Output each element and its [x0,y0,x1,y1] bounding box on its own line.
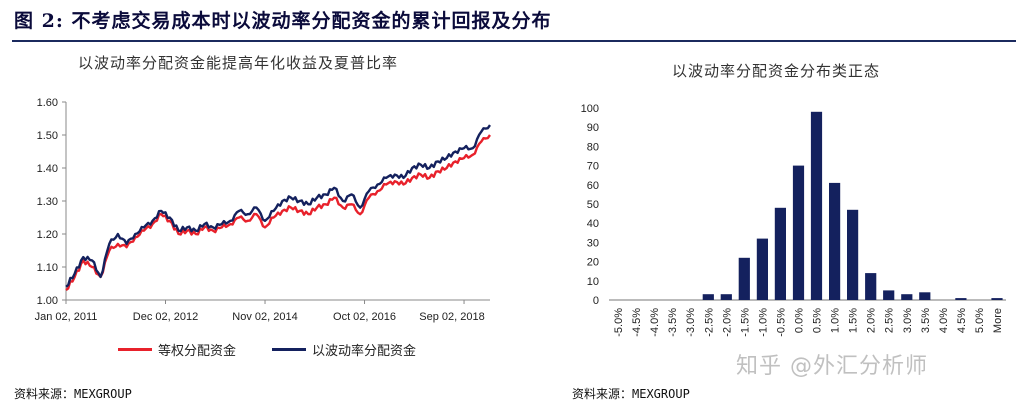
bar-More [991,298,1003,300]
bar--0.5% [774,207,786,300]
series-line-vol [65,124,491,288]
bar--2.5% [702,294,714,300]
x-tick-label: 1.0% [830,308,842,333]
left-source-note: 资料来源：MEXGROUP [14,387,132,401]
y-tick-label: 1.00 [37,295,58,307]
x-tick-label: -3.0% [685,308,697,337]
x-tick-label: Nov 02, 2014 [232,311,297,323]
x-tick-label: -3.5% [667,308,679,337]
bar-1.0% [829,182,841,300]
bar--2.0% [720,294,732,300]
series-line-equal [65,134,491,292]
bar-0.0% [792,165,805,300]
y-tick-label: 30 [587,237,599,249]
y-tick-label: 1.50 [37,130,58,142]
y-tick-label: 60 [587,180,599,192]
y-tick-label: 70 [587,161,599,173]
x-tick-label: Dec 02, 2012 [133,311,198,323]
x-tick-label: 2.0% [866,308,878,333]
bar-4.5% [955,298,967,300]
legend-swatch-equal [118,348,152,351]
x-tick-label: 2.5% [884,308,896,333]
x-tick-label: -5.0% [613,308,625,337]
figure-title: 图 2: 不考虑交易成本时以波动率分配资金的累计回报及分布 [14,10,552,32]
legend-item-equal: 等权分配资金 [118,340,236,359]
legend-label-vol: 以波动率分配资金 [312,344,417,359]
legend-item-vol: 以波动率分配资金 [272,340,416,359]
x-tick-label: -4.5% [631,308,643,337]
x-tick-label: Jan 02, 2011 [35,311,98,323]
y-tick-label: 10 [587,276,599,288]
x-tick-label: 1.5% [848,308,860,333]
x-tick-label: Sep 02, 2018 [419,311,484,323]
x-tick-label: 3.5% [920,308,932,333]
y-tick-label: 1.60 [37,97,58,109]
bar-3.5% [919,292,931,300]
x-tick-label: 5.0% [974,308,986,333]
x-tick-label: -4.0% [649,308,661,337]
x-tick-label: 4.0% [938,308,950,333]
x-tick-label: -2.5% [703,308,715,337]
y-tick-label: 80 [587,141,599,153]
x-tick-label: 0.0% [793,308,805,333]
title-divider [12,40,1016,42]
bar-0.5% [810,111,823,300]
bar--1.5% [738,257,750,300]
bar--1.0% [756,238,768,300]
y-tick-label: 1.30 [37,196,58,208]
x-tick-label: -2.0% [721,308,733,337]
bar-2.0% [865,273,877,300]
y-tick-label: 1.10 [37,262,58,274]
x-tick-label: 4.5% [956,308,968,333]
right-source-note: 资料来源：MEXGROUP [572,387,690,401]
legend-label-equal: 等权分配资金 [158,344,237,359]
x-tick-label: -0.5% [775,308,787,337]
legend-swatch-vol [272,348,306,351]
y-tick-label: 20 [587,257,599,269]
watermark: 知乎 @外汇分析师 [736,354,928,379]
y-tick-label: 1.40 [37,163,58,175]
x-tick-label: 0.5% [812,308,824,333]
x-tick-label: -1.5% [739,308,751,337]
bar-2.5% [883,290,895,300]
x-tick-label: More [992,308,1004,333]
y-tick-label: 40 [587,218,599,230]
x-tick-label: -1.0% [757,308,769,337]
bar-3.0% [901,294,913,300]
x-tick-label: Oct 02, 2016 [333,311,396,323]
line-chart: 1.00 1.10 1.20 1.30 1.40 1.50 1.60 Jan 02, 2011… [35,97,491,323]
y-tick-label: 50 [587,199,599,211]
line-chart-title: 以波动率分配资金能提高年化收益及夏普比率 [78,54,399,72]
x-tick-label: 3.0% [902,308,914,333]
y-tick-label: 90 [587,122,599,134]
bar-chart-title: 以波动率分配资金分布类正态 [672,62,881,80]
bar-1.5% [847,209,859,300]
y-tick-label: 1.20 [37,229,58,241]
y-tick-label: 100 [581,103,599,115]
bar-chart: 0 10 20 30 40 50 60 70 80 90 100 -5.0% -4.5% -4.0% -3.… [581,103,1006,337]
y-tick-label: 0 [593,295,599,307]
